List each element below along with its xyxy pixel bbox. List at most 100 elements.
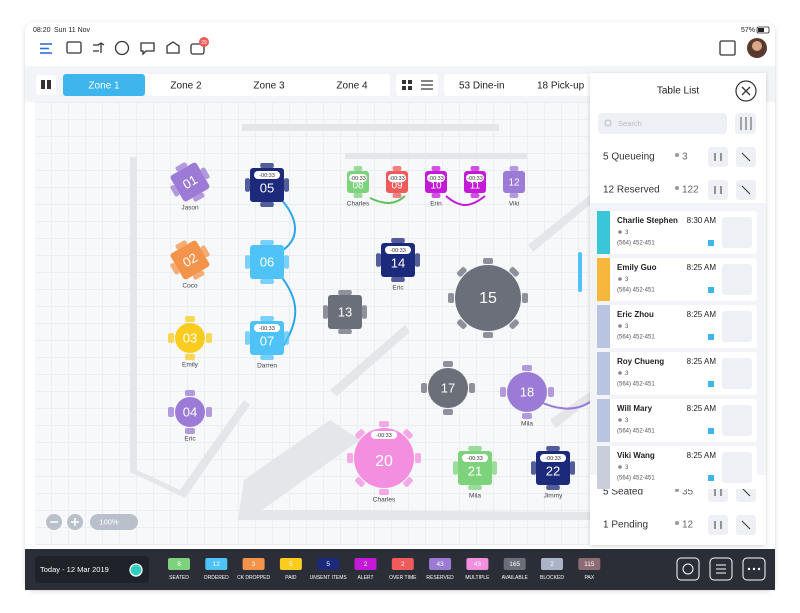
table-number: 09: [391, 181, 403, 192]
table-top: [354, 428, 414, 488]
table[interactable]: 17: [421, 361, 475, 415]
chair: [245, 255, 250, 269]
reservation-name: Roy Chueng: [617, 357, 664, 366]
home-icon[interactable]: [166, 41, 180, 54]
order-icon[interactable]: [190, 43, 205, 55]
seat-button[interactable]: [722, 452, 752, 483]
table[interactable]: 12: [503, 166, 525, 198]
table[interactable]: -00:33 20: [347, 421, 421, 495]
translate-icon[interactable]: [719, 40, 736, 56]
table-top: [428, 368, 468, 408]
guest-name: Charles: [347, 201, 370, 208]
group-label[interactable]: 5 Queueing: [603, 152, 655, 163]
table[interactable]: 15: [448, 258, 528, 338]
reservation-card[interactable]: Viki Wang 8:25 AM 3 (564) 452-451: [597, 446, 757, 489]
chair: [355, 477, 365, 487]
table-top: [170, 162, 210, 202]
reservation-guests: 3: [625, 324, 629, 330]
seat-button[interactable]: [722, 358, 752, 389]
reservation-card[interactable]: Eric Zhou 8:25 AM 3 (564) 452-451: [597, 305, 757, 348]
reservation-card[interactable]: Will Mary 8:25 AM 3 (564) 452-451: [597, 399, 757, 442]
guest-name: Emily: [182, 362, 199, 369]
table[interactable]: 03: [168, 316, 212, 360]
order-count[interactable]: 53 Dine-in: [459, 81, 505, 92]
contacts-icon[interactable]: [66, 41, 82, 54]
list-button[interactable]: [709, 557, 733, 581]
table[interactable]: 06: [245, 240, 289, 284]
chat-icon[interactable]: [140, 42, 155, 56]
chair: [355, 429, 365, 439]
close-button[interactable]: [735, 80, 757, 102]
chair: [443, 409, 453, 415]
view-options[interactable]: [396, 74, 438, 96]
seat-button[interactable]: [722, 405, 752, 436]
card-accent: [597, 258, 610, 301]
sort-button[interactable]: [708, 180, 728, 200]
chair: [323, 305, 328, 319]
sort-icon: [714, 521, 722, 529]
status-label: SEATED: [169, 575, 189, 581]
status-count: 8: [177, 561, 181, 568]
chair: [260, 202, 274, 207]
more-button[interactable]: [742, 557, 766, 581]
zoom-select[interactable]: [90, 514, 138, 530]
reservation-phone: (564) 452-451: [617, 335, 655, 341]
table-timer: -00:33: [390, 248, 406, 254]
chair: [391, 277, 405, 282]
chair: [260, 240, 274, 245]
table[interactable]: 18: [500, 365, 554, 419]
reservation-guests: 3: [625, 465, 629, 471]
status-label: BLOCKED: [540, 575, 564, 581]
reservation-card[interactable]: Charlie Stephen 8:30 AM 3 (564) 452-451: [597, 211, 757, 254]
seat-button[interactable]: [722, 311, 752, 342]
expand-icon: [741, 152, 751, 162]
table[interactable]: 01: [163, 155, 218, 210]
card: [597, 258, 757, 301]
table[interactable]: 02: [163, 233, 218, 288]
tag-icon: [708, 428, 714, 434]
table[interactable]: 13: [323, 290, 367, 334]
sort-icon: [714, 186, 722, 194]
menu-icon[interactable]: [40, 43, 52, 54]
group-label[interactable]: 5 Seated: [603, 487, 643, 498]
reservation-card[interactable]: Roy Chueng 8:25 AM 3 (564) 452-451: [597, 352, 757, 395]
status-label: RESERVED: [426, 575, 454, 581]
chair: [379, 421, 389, 427]
zone-tab[interactable]: Zone 2: [170, 81, 202, 92]
sort-icon: [714, 488, 722, 496]
date-picker[interactable]: [35, 556, 149, 583]
table-number: 17: [441, 380, 455, 395]
clock-icon[interactable]: [114, 40, 130, 56]
seat-button[interactable]: [722, 264, 752, 295]
chair: [338, 290, 352, 295]
sort-button[interactable]: [708, 515, 728, 535]
group-count: 12: [682, 520, 694, 531]
reservation-card[interactable]: Emily Guo 8:25 AM 3 (564) 452-451: [597, 258, 757, 301]
seat-button[interactable]: [722, 217, 752, 248]
group-label[interactable]: 12 Reserved: [603, 185, 660, 196]
table[interactable]: 04: [168, 390, 212, 434]
timer-pill: [540, 454, 566, 462]
zone-tab[interactable]: Zone 3: [253, 81, 285, 92]
transfer-icon[interactable]: [93, 42, 105, 53]
search-box[interactable]: [598, 113, 727, 134]
refresh-button[interactable]: [676, 557, 700, 581]
order-count[interactable]: 18 Pick-up: [537, 81, 585, 92]
zone-tab[interactable]: Zone 4: [336, 81, 368, 92]
sort-button[interactable]: [708, 147, 728, 167]
zone-tab[interactable]: Zone 1: [88, 81, 120, 92]
zone-tab-active[interactable]: [63, 74, 145, 96]
chair: [168, 407, 174, 417]
group-label[interactable]: 1 Pending: [603, 520, 648, 531]
layout-toggle[interactable]: [36, 75, 56, 95]
chair: [483, 332, 493, 338]
